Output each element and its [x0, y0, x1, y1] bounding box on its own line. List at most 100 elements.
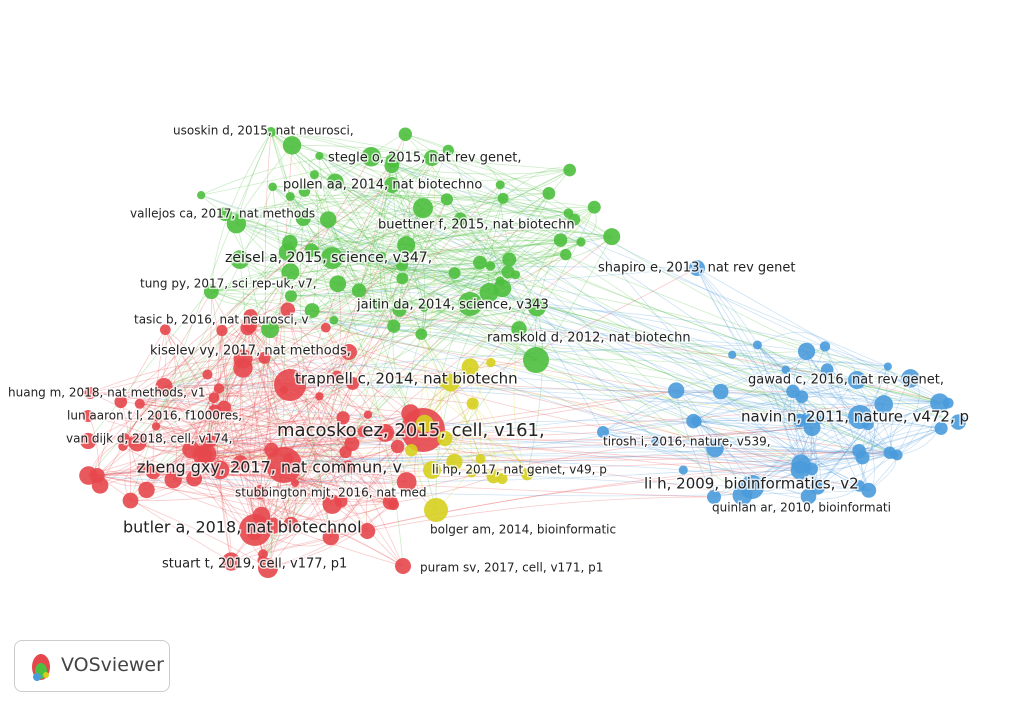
node	[397, 236, 416, 255]
node[interactable]	[118, 433, 130, 445]
edge	[122, 184, 393, 447]
edge	[152, 412, 411, 473]
edge	[142, 467, 296, 489]
node	[247, 526, 262, 541]
edge	[406, 169, 570, 246]
node[interactable]	[285, 290, 297, 302]
node	[320, 322, 331, 333]
node-label: stubbington mjt, 2016, nat med	[235, 486, 427, 500]
edge	[574, 219, 722, 392]
edge	[250, 315, 890, 454]
node	[752, 340, 762, 350]
edge	[405, 133, 612, 237]
node	[950, 414, 966, 430]
node	[186, 470, 203, 487]
edge	[370, 184, 393, 305]
edge	[153, 450, 890, 473]
node	[486, 469, 501, 484]
node	[511, 270, 521, 280]
edge	[200, 194, 480, 264]
edge	[333, 319, 422, 338]
node[interactable]	[384, 177, 400, 193]
node[interactable]	[395, 558, 411, 574]
edge	[190, 449, 753, 488]
edge	[359, 290, 758, 346]
node[interactable]	[689, 260, 705, 276]
node	[930, 393, 950, 413]
edge	[732, 354, 888, 367]
node	[280, 302, 296, 318]
edge	[290, 256, 403, 273]
edge	[602, 431, 809, 497]
node[interactable]	[266, 127, 276, 137]
edge	[371, 156, 889, 367]
node	[197, 191, 206, 200]
node	[268, 182, 277, 192]
node	[668, 382, 685, 399]
edge	[289, 242, 794, 392]
node	[479, 282, 499, 303]
edge	[454, 184, 501, 274]
node[interactable]	[423, 461, 441, 479]
edge	[401, 264, 427, 335]
edge	[359, 241, 582, 291]
edge	[89, 392, 424, 431]
node[interactable]	[84, 387, 96, 399]
logo-box[interactable]: VOSviewer	[14, 640, 170, 692]
edge	[751, 485, 860, 500]
edge	[206, 453, 455, 463]
node[interactable]	[253, 485, 267, 499]
node[interactable]	[707, 490, 721, 504]
node[interactable]	[218, 207, 232, 221]
node[interactable]	[424, 150, 440, 166]
node-label: quinlan ar, 2010, bioinformati	[712, 501, 891, 515]
edge	[377, 304, 743, 496]
node[interactable]	[413, 198, 433, 218]
edge	[500, 184, 949, 404]
edge	[291, 145, 501, 282]
edge	[335, 181, 510, 260]
edge	[190, 440, 398, 450]
edge	[120, 207, 424, 403]
edge	[201, 156, 372, 196]
edge	[163, 386, 352, 445]
node	[563, 208, 574, 219]
edge	[254, 429, 424, 534]
edge	[331, 157, 433, 259]
edge	[333, 319, 677, 391]
node[interactable]	[848, 371, 866, 389]
edge	[757, 331, 826, 347]
node[interactable]	[424, 498, 448, 522]
edge	[89, 382, 353, 396]
node-label: pollen aa, 2014, nat biotechno	[283, 178, 482, 193]
node	[495, 276, 505, 286]
node[interactable]	[597, 426, 609, 438]
edge	[342, 278, 403, 418]
node[interactable]	[321, 247, 343, 269]
edge	[96, 475, 232, 562]
node	[495, 180, 505, 190]
node	[934, 421, 948, 435]
edge	[392, 159, 812, 470]
node[interactable]	[82, 410, 94, 422]
edge	[391, 184, 471, 305]
edge	[602, 431, 863, 458]
node	[128, 433, 147, 452]
edge	[156, 280, 501, 417]
node	[208, 392, 220, 404]
edge	[214, 254, 566, 412]
edge	[87, 196, 291, 442]
edge	[304, 190, 360, 291]
node[interactable]	[341, 344, 357, 360]
edge	[201, 194, 721, 392]
node	[240, 320, 256, 336]
node	[79, 466, 98, 485]
edge	[358, 160, 394, 291]
edge	[446, 198, 612, 238]
edge	[330, 468, 812, 538]
node[interactable]	[523, 347, 549, 373]
node[interactable]	[458, 292, 482, 316]
edge	[210, 291, 265, 359]
edge	[247, 327, 394, 505]
edge	[242, 367, 292, 525]
